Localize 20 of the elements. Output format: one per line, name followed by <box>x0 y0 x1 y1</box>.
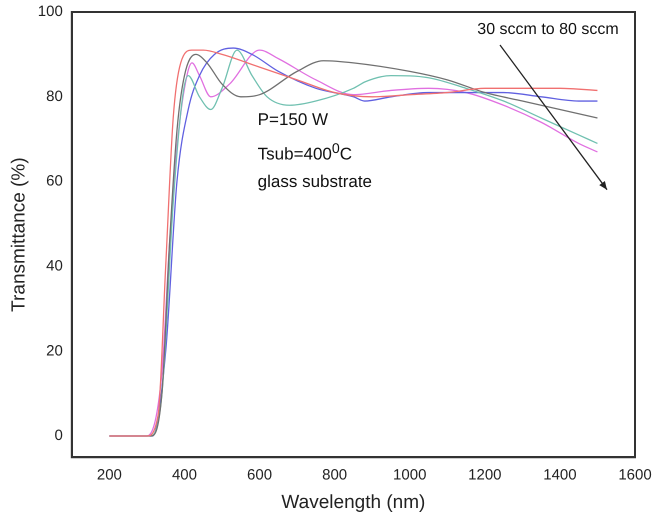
y-tick-label: 60 <box>46 172 63 190</box>
x-tick-label: 200 <box>96 466 122 484</box>
y-tick-label: 80 <box>46 88 63 105</box>
x-tick-label: 1000 <box>393 466 426 484</box>
x-axis-title: Wavelength (nm) <box>281 492 426 513</box>
y-tick-label: 0 <box>54 427 63 444</box>
x-tick-label: 1400 <box>543 466 577 484</box>
x-tick-label: 400 <box>172 466 197 484</box>
y-tick-label: 40 <box>46 258 63 275</box>
y-tick-label: 100 <box>38 3 63 20</box>
x-tick-label: 1600 <box>618 466 652 484</box>
y-axis-title: Transmittance (%) <box>8 157 30 312</box>
x-tick-label: 800 <box>322 466 348 484</box>
annotation: P=150 W <box>258 110 328 130</box>
annotation: Tsub=400$^{0}$C <box>258 141 352 165</box>
y-tick-label: 20 <box>46 342 63 360</box>
x-tick-label: 1200 <box>468 466 502 484</box>
annotation: glass substrate <box>258 172 372 192</box>
annotation: 30 sccm to 80 sccm <box>477 20 619 39</box>
x-tick-label: 600 <box>247 466 272 484</box>
